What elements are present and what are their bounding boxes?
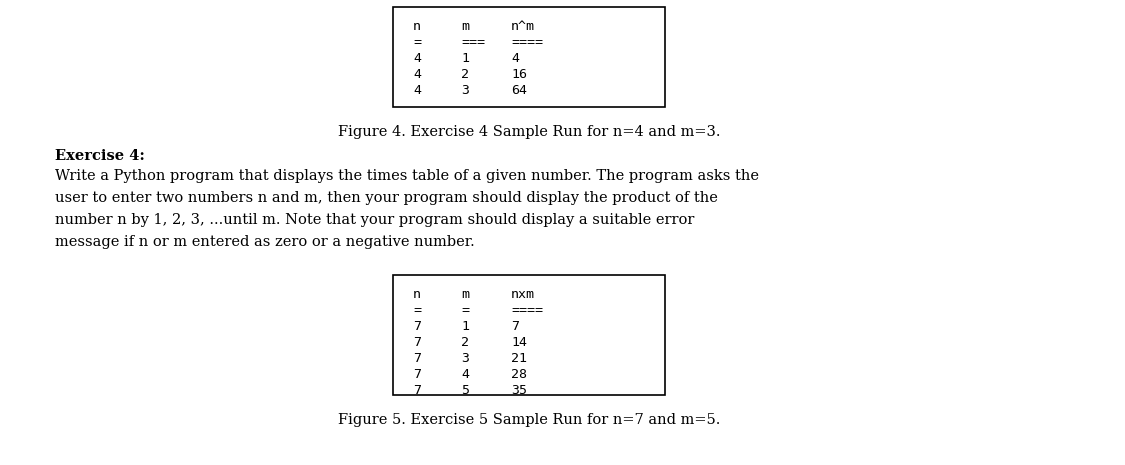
Text: Figure 5. Exercise 5 Sample Run for n=7 and m=5.: Figure 5. Exercise 5 Sample Run for n=7 … <box>338 413 720 427</box>
Text: m: m <box>461 20 469 33</box>
Text: n^m: n^m <box>511 20 536 33</box>
Text: n: n <box>413 288 421 301</box>
Text: 1: 1 <box>461 320 469 333</box>
Text: Exercise 4:: Exercise 4: <box>55 149 145 163</box>
Text: ====: ==== <box>511 304 543 317</box>
Text: 35: 35 <box>511 384 526 397</box>
Text: 3: 3 <box>461 84 469 97</box>
Text: 16: 16 <box>511 68 526 81</box>
Text: 21: 21 <box>511 352 526 365</box>
Text: ===: === <box>461 36 485 49</box>
Text: 14: 14 <box>511 336 526 349</box>
Text: 3: 3 <box>461 352 469 365</box>
Text: Figure 4. Exercise 4 Sample Run for n=4 and m=3.: Figure 4. Exercise 4 Sample Run for n=4 … <box>338 125 720 139</box>
Text: number n by 1, 2, 3, ...until m. Note that your program should display a suitabl: number n by 1, 2, 3, ...until m. Note th… <box>55 213 694 227</box>
Text: user to enter two numbers n and m, then your program should display the product : user to enter two numbers n and m, then … <box>55 191 718 205</box>
Bar <box>393 7 665 107</box>
Text: nxm: nxm <box>511 288 536 301</box>
Text: m: m <box>461 288 469 301</box>
Text: 4: 4 <box>413 52 421 65</box>
Bar <box>393 275 665 395</box>
Text: 7: 7 <box>413 320 421 333</box>
Text: =: = <box>461 304 469 317</box>
Text: 5: 5 <box>461 384 469 397</box>
Text: 4: 4 <box>511 52 519 65</box>
Text: 7: 7 <box>511 320 519 333</box>
Text: Write a Python program that displays the times table of a given number. The prog: Write a Python program that displays the… <box>55 169 759 183</box>
Text: n: n <box>413 20 421 33</box>
Text: ====: ==== <box>511 36 543 49</box>
Text: 7: 7 <box>413 368 421 381</box>
Text: 7: 7 <box>413 384 421 397</box>
Text: 4: 4 <box>461 368 469 381</box>
Text: 4: 4 <box>413 84 421 97</box>
Text: 7: 7 <box>413 352 421 365</box>
Text: 4: 4 <box>413 68 421 81</box>
Text: message if n or m entered as zero or a negative number.: message if n or m entered as zero or a n… <box>55 235 475 249</box>
Text: 28: 28 <box>511 368 526 381</box>
Text: 7: 7 <box>413 336 421 349</box>
Text: =: = <box>413 304 421 317</box>
Text: 1: 1 <box>461 52 469 65</box>
Text: =: = <box>413 36 421 49</box>
Text: 2: 2 <box>461 68 469 81</box>
Text: 2: 2 <box>461 336 469 349</box>
Text: 64: 64 <box>511 84 526 97</box>
